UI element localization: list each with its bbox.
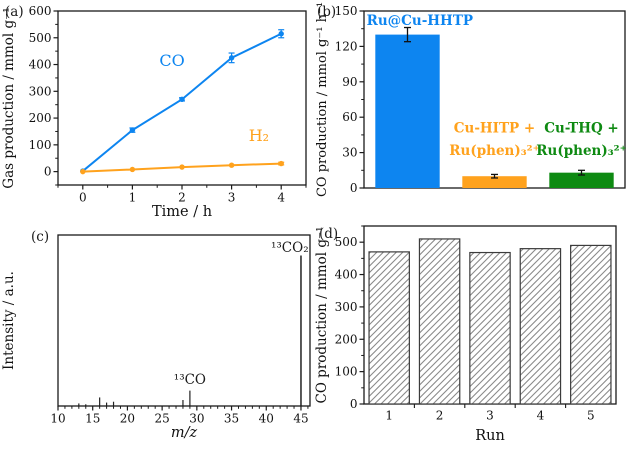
x-tick-label: 2 xyxy=(178,191,186,205)
data-point xyxy=(80,168,86,175)
bar-run-5 xyxy=(570,244,612,405)
y-tick-label: 200 xyxy=(29,111,52,125)
bar-run-2 xyxy=(418,238,461,405)
y-tick-label: 100 xyxy=(29,138,52,152)
annotation: Ru(phen)₃²⁺ xyxy=(449,143,539,159)
series-label: CO xyxy=(159,51,184,70)
y-tick-label: 150 xyxy=(335,4,358,18)
panel-label-a: (a) xyxy=(5,4,24,20)
y-axis-label: Intensity / a.u. xyxy=(1,271,17,370)
annotation: Cu-HITP + xyxy=(454,121,535,137)
y-tick-label: 100 xyxy=(335,365,358,379)
y-tick-label: 600 xyxy=(29,4,52,18)
y-tick-label: 90 xyxy=(342,75,357,89)
panel-c: (c) 10 15 20 25 30 35 40 45 ¹³CO₂ ¹³CO m/z Intensit… xyxy=(0,223,315,453)
y-tick-label: 30 xyxy=(342,146,357,160)
y-axis-label: CO production / mmol g⁻¹ xyxy=(315,226,330,403)
bar-3 xyxy=(549,172,614,188)
data-point xyxy=(179,96,185,103)
x-tick-label: 35 xyxy=(224,412,239,426)
axis-frame xyxy=(57,10,307,186)
x-tick-label: 15 xyxy=(85,412,100,426)
data-point xyxy=(278,31,284,37)
y-tick-label: 300 xyxy=(29,84,52,98)
annotation: ¹³CO₂ xyxy=(271,240,309,256)
x-tick-label: 25 xyxy=(154,412,169,426)
x-tick-label: 4 xyxy=(277,191,285,205)
data-point xyxy=(228,162,235,168)
panel-d-chart: 0 100 200 300 400 500 1 2 3 4 5 Run CO production / … xyxy=(315,225,617,444)
panel-label-d: (d) xyxy=(319,226,339,242)
bar-1 xyxy=(375,34,440,188)
panel-c-chart: 10 15 20 25 30 35 40 45 ¹³CO₂ ¹³CO m/z Intensity / … xyxy=(1,234,311,441)
x-axis-label: m/z xyxy=(171,425,198,441)
annotation: Cu-THQ + xyxy=(544,121,619,137)
x-tick-label: 1 xyxy=(129,191,137,205)
annotation: ¹³CO xyxy=(174,372,206,388)
x-category-label: 4 xyxy=(537,409,545,423)
x-category-label: 3 xyxy=(486,409,494,423)
y-tick-label: 200 xyxy=(335,332,358,346)
x-tick-label: 40 xyxy=(259,412,274,426)
x-category-label: 2 xyxy=(436,409,444,423)
y-tick-label: 0 xyxy=(44,165,52,179)
x-axis-label: Run xyxy=(475,428,505,444)
y-tick-label: 300 xyxy=(335,300,358,314)
y-tick-label: 500 xyxy=(29,31,52,45)
y-tick-label: 400 xyxy=(29,58,52,72)
panel-label-b: (b) xyxy=(317,4,337,20)
panel-label-c: (c) xyxy=(31,229,50,245)
panel-d: (d) 0 100 200 300 400 500 1 2 3 4 5 Run CO productio… xyxy=(315,223,630,453)
data-point xyxy=(179,164,185,170)
panel-b: (b) 0 30 60 90 120 150 Ru@Cu-HHTP Cu-HITP + Ru(p… xyxy=(315,0,630,223)
annotation: Ru(phen)₃²⁺ xyxy=(536,143,626,159)
x-tick-label: 10 xyxy=(50,412,65,426)
axis-frame xyxy=(57,234,311,407)
y-tick-label: 120 xyxy=(335,39,358,53)
y-tick-label: 500 xyxy=(335,235,358,249)
data-point xyxy=(129,166,136,173)
x-category-label: 5 xyxy=(587,409,595,423)
annotation: Ru@Cu-HHTP xyxy=(367,13,473,29)
x-axis-label: Time / h xyxy=(152,204,212,220)
x-category-label: 1 xyxy=(385,409,393,423)
bar-run-1 xyxy=(368,251,410,405)
y-tick-label: 0 xyxy=(350,397,358,411)
bar-run-3 xyxy=(469,251,511,405)
y-axis-label: Gas production / mmol g⁻¹ xyxy=(1,7,17,188)
y-tick-label: 400 xyxy=(335,268,358,282)
data-point xyxy=(228,55,235,61)
panel-a: (a) 0 100 200 300 400 500 600 0 1 2 3 4 CO H₂ Time / h… xyxy=(0,0,315,223)
bar-run-4 xyxy=(519,248,562,405)
x-tick-label: 45 xyxy=(293,412,308,426)
series-label: H₂ xyxy=(249,126,269,145)
y-tick-label: 60 xyxy=(342,110,357,124)
x-tick-label: 3 xyxy=(228,191,236,205)
y-axis-label: CO production / mmol g⁻¹ h⁻¹ xyxy=(315,2,330,197)
x-tick-label: 0 xyxy=(79,191,87,205)
bar-2 xyxy=(462,176,527,188)
data-point xyxy=(129,127,136,133)
data-point xyxy=(278,160,284,167)
y-tick-label: 0 xyxy=(350,181,358,195)
x-tick-label: 30 xyxy=(189,412,204,426)
series-H xyxy=(80,160,285,175)
panel-a-chart: 0 100 200 300 400 500 600 0 1 2 3 4 CO H₂ Time / h Gas … xyxy=(1,4,307,220)
x-tick-label: 20 xyxy=(120,412,135,426)
